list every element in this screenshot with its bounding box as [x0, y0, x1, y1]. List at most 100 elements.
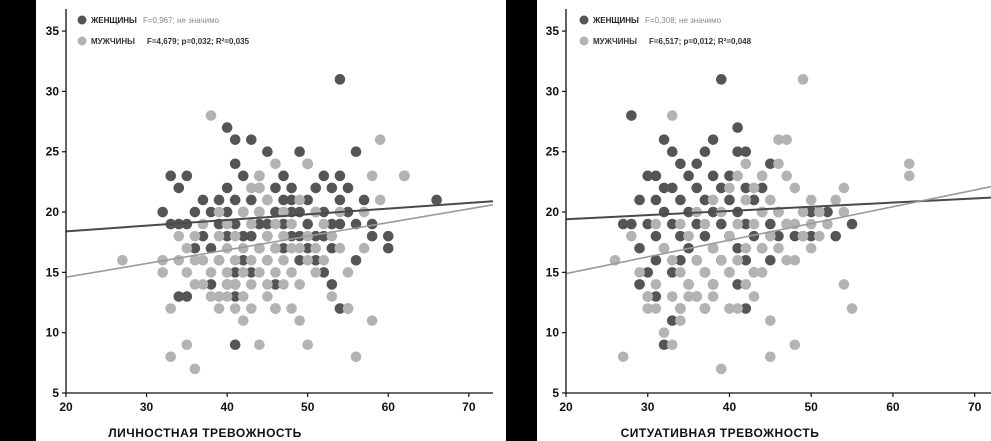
- women-point: [732, 279, 743, 290]
- men-point: [675, 303, 686, 314]
- men-point: [707, 279, 719, 290]
- men-point: [229, 230, 241, 242]
- women-point: [246, 230, 257, 242]
- legend-women-label: ЖЕНЩИНЫ: [90, 16, 137, 25]
- women-point: [278, 242, 289, 254]
- men-point: [213, 291, 225, 302]
- men-point: [666, 110, 678, 121]
- men-point: [270, 158, 281, 170]
- men-point: [213, 206, 225, 218]
- women-point: [270, 206, 281, 218]
- women-point: [626, 110, 637, 121]
- men-point: [374, 194, 386, 206]
- x-tick-label: 50: [805, 400, 819, 414]
- scatter-panel-1: 5 10 15 20 25 30 35 20 30 40 50 60 70 ЛИЧНОСТНАЯ ТРЕВ…: [0, 0, 493, 441]
- men-point: [781, 218, 792, 230]
- men-point: [262, 194, 273, 206]
- men-point: [740, 194, 752, 206]
- men-point: [254, 267, 265, 278]
- men-point: [617, 351, 629, 363]
- men-point: [715, 363, 727, 375]
- men-point: [310, 242, 322, 254]
- women-point: [756, 182, 768, 194]
- men-point: [286, 267, 297, 278]
- men-point: [254, 182, 265, 194]
- women-point: [707, 134, 719, 145]
- women-point: [765, 218, 776, 230]
- women-point: [229, 218, 241, 230]
- men-point: [302, 255, 313, 266]
- women-point: [382, 230, 394, 242]
- legend-women-stat: F=0,308; не значимо: [645, 16, 722, 25]
- men-point: [246, 182, 257, 194]
- y-tick-label: 35: [546, 24, 560, 38]
- men-point: [658, 242, 670, 254]
- legend-women-stat: F=0,967; не значимо: [143, 16, 220, 25]
- men-point: [213, 255, 225, 266]
- women-point: [310, 182, 322, 194]
- women-point: [334, 170, 346, 182]
- x-tick-label: 50: [301, 400, 315, 414]
- men-point: [221, 218, 233, 230]
- men-point: [756, 242, 768, 254]
- y-tick-label: 25: [46, 145, 60, 159]
- women-point: [197, 194, 209, 206]
- y-tick-label: 30: [46, 84, 60, 98]
- women-point: [157, 206, 168, 218]
- y-tick-label: 35: [46, 24, 60, 38]
- x-tick-label: 20: [559, 400, 573, 414]
- women-point: [221, 206, 233, 218]
- women-point: [666, 218, 678, 230]
- men-point: [165, 351, 177, 363]
- men-point: [318, 255, 330, 266]
- women-point: [675, 194, 686, 206]
- men-point: [675, 267, 686, 278]
- women-point: [358, 194, 370, 206]
- men-point: [773, 134, 784, 145]
- women-point: [740, 255, 752, 266]
- men-point: [294, 242, 305, 254]
- men-point: [237, 267, 249, 278]
- women-point: [270, 279, 281, 290]
- men-point: [294, 194, 305, 206]
- women-point: [318, 206, 330, 218]
- men-point: [342, 303, 354, 314]
- women-point: [666, 146, 678, 158]
- men-point: [634, 267, 645, 278]
- men-point: [748, 182, 760, 194]
- men-point: [237, 315, 249, 326]
- men-point: [254, 170, 265, 182]
- women-point: [318, 267, 330, 278]
- men-point: [302, 158, 313, 170]
- men-point: [666, 339, 678, 351]
- men-point: [748, 267, 760, 278]
- men-point: [334, 242, 346, 254]
- men-point: [707, 242, 719, 254]
- men-point: [715, 255, 727, 266]
- men-point: [765, 351, 776, 363]
- women-point: [334, 194, 346, 206]
- women-point: [715, 182, 727, 194]
- women-point: [286, 194, 297, 206]
- men-point: [691, 255, 703, 266]
- x-tick-label: 30: [140, 400, 154, 414]
- y-tick-label: 20: [46, 205, 60, 219]
- women-point: [342, 182, 354, 194]
- women-point: [326, 182, 338, 194]
- women-point: [189, 242, 201, 254]
- men-point: [846, 303, 858, 314]
- women-point: [732, 206, 743, 218]
- men-point: [789, 339, 801, 351]
- men-point: [797, 206, 809, 218]
- men-point: [310, 206, 322, 218]
- men-point: [765, 230, 776, 242]
- men-point: [374, 134, 386, 145]
- men-point: [781, 134, 792, 145]
- women-point: [715, 218, 727, 230]
- men-point: [358, 206, 370, 218]
- women-point: [715, 74, 727, 85]
- x-tick-label: 70: [462, 400, 476, 414]
- men-point: [724, 267, 735, 278]
- men-point: [707, 291, 719, 302]
- women-point: [302, 218, 313, 230]
